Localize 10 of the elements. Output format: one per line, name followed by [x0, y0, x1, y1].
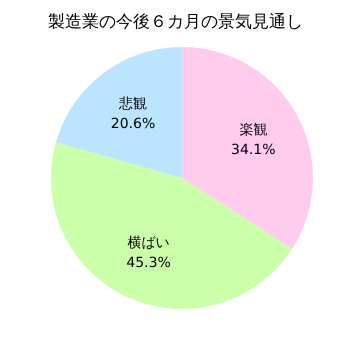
- pie-slice: [56, 47, 182, 178]
- slice-label: 横ばい: [128, 235, 170, 252]
- data-label: 20.6%: [110, 116, 156, 132]
- pie-slice: [51, 142, 292, 309]
- chart-title: 製造業の今後６カ月の景気見通し: [48, 12, 303, 32]
- data-label: 45.3%: [126, 255, 171, 272]
- data-label: 34.1%: [231, 142, 276, 158]
- slice-label: 悲観: [118, 96, 148, 112]
- pie-slice: [182, 47, 313, 249]
- slice-label: 楽観: [239, 122, 268, 138]
